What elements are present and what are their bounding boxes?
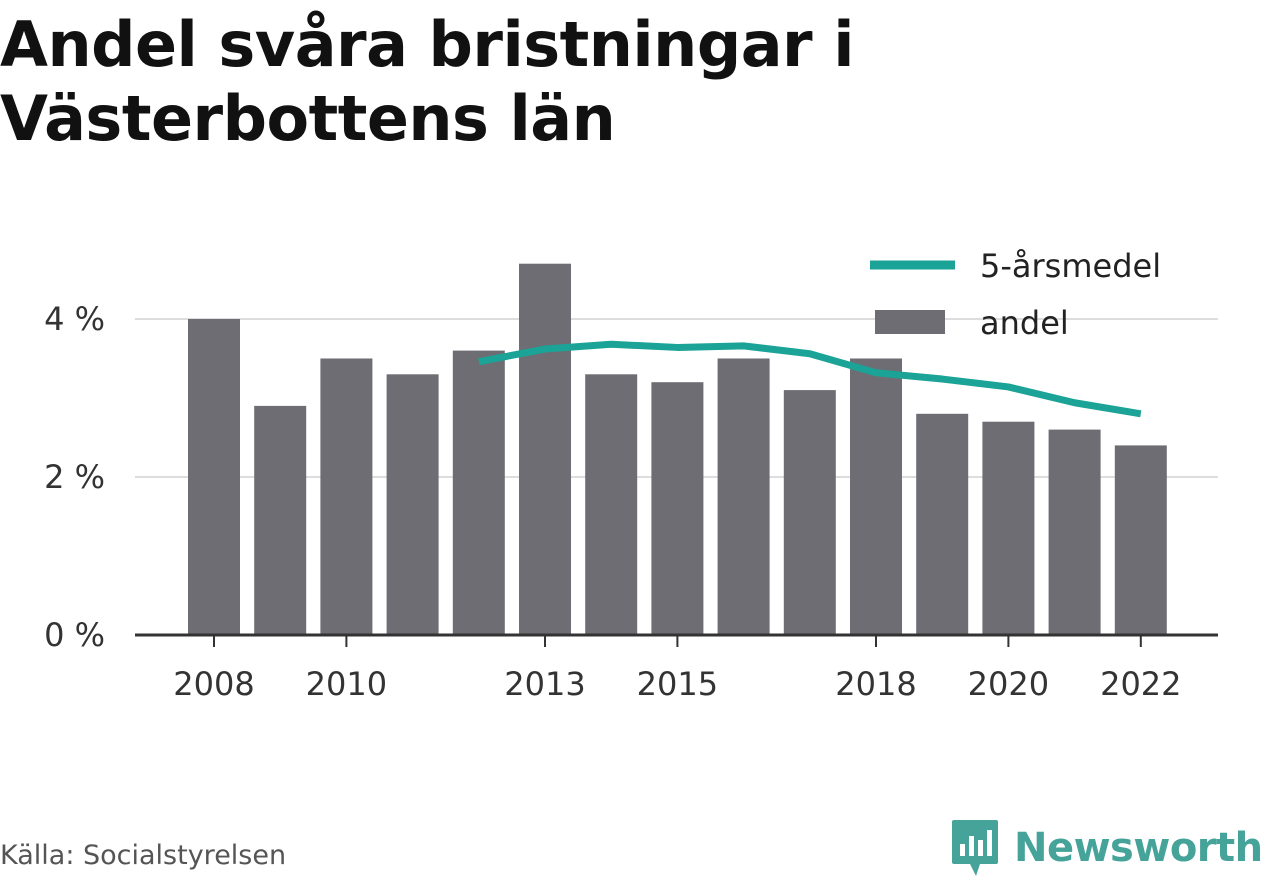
brand-logo: Newsworthy: [950, 818, 1262, 878]
source-note: Källa: Socialstyrelsen: [0, 840, 287, 871]
y-tick-label: 0 %: [44, 616, 105, 654]
bar: [850, 358, 902, 635]
bar: [1048, 429, 1101, 635]
newsworthy-logo-icon: [952, 820, 998, 876]
moving-average-line: [478, 340, 1142, 418]
brand-name: Newsworthy: [1014, 825, 1262, 871]
x-tick-label: 2013: [504, 665, 585, 703]
bar: [1114, 445, 1167, 635]
legend-label-line: 5-årsmedel: [980, 247, 1161, 285]
x-tick-label: 2015: [637, 665, 718, 703]
y-tick-label: 4 %: [44, 300, 105, 338]
bar: [386, 374, 439, 635]
bar: [982, 421, 1035, 635]
x-tick-label: 2008: [173, 665, 254, 703]
bar: [519, 263, 571, 635]
legend: 5-årsmedel andel: [870, 247, 1161, 342]
bar: [717, 358, 770, 635]
legend-label-bar: andel: [980, 304, 1069, 342]
chart-title-line-1: Andel svåra bristningar i: [0, 8, 854, 81]
chart-title-line-2: Västerbottens län: [0, 82, 616, 155]
bar: [320, 358, 373, 635]
axes: 0 % 2 % 4 % 2008 2010 2013 2015 2018 2020 2022: [44, 300, 1218, 703]
x-tick-label: 2022: [1100, 665, 1181, 703]
bar: [585, 374, 638, 635]
bar: [916, 413, 969, 635]
chart-title: Andel svåra bristningar i Västerbottens …: [0, 8, 1100, 156]
y-tick-label: 2 %: [44, 458, 105, 496]
bar-series: [188, 263, 1167, 635]
bar: [254, 405, 307, 635]
x-tick-label: 2020: [968, 665, 1049, 703]
legend-bar-swatch: [875, 310, 945, 334]
bar: [783, 390, 836, 635]
bar: [452, 350, 505, 635]
x-tick-label: 2018: [835, 665, 916, 703]
line-series: [478, 340, 1142, 418]
x-tick-label: 2010: [306, 665, 387, 703]
chart-area: 0 % 2 % 4 % 2008 2010 2013 2015 2018 2020 2022 5-…: [44, 247, 1218, 703]
bar: [651, 382, 704, 635]
bar: [188, 319, 240, 635]
